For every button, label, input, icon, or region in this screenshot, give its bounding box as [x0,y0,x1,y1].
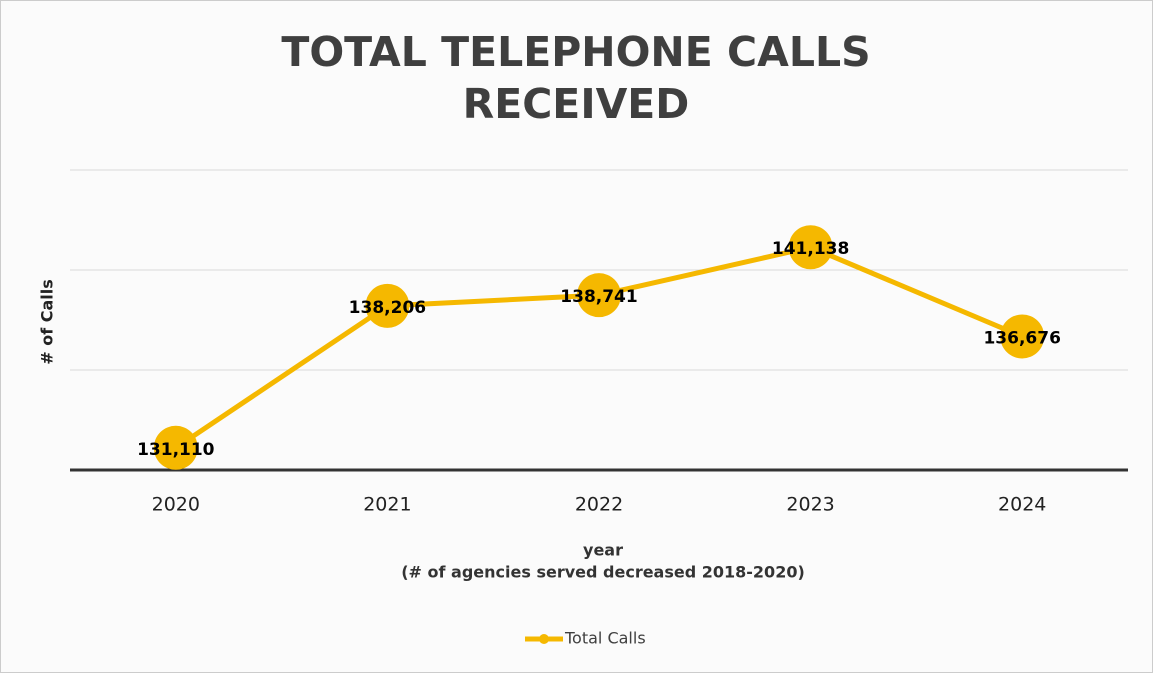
x-tick-label: 2023 [786,494,834,516]
x-tick-label: 2021 [363,494,411,516]
chart-title: TOTAL TELEPHONE CALLS RECEIVED [176,26,976,130]
x-tick-label: 2024 [998,494,1046,516]
legend-label: Total Calls [564,629,646,648]
data-label: 141,138 [772,239,849,259]
data-label: 131,110 [137,440,215,460]
x-tick-label: 2020 [152,494,200,516]
title-box: TOTAL TELEPHONE CALLS RECEIVED [176,26,976,146]
page: TOTAL TELEPHONE CALLS RECEIVED # of Call… [0,0,1153,673]
data-label: 138,741 [560,287,637,307]
y-axis-label: # of Calls [38,279,57,365]
legend-marker [539,634,549,644]
x-axis-note: (# of agencies served decreased 2018-202… [401,563,805,582]
chart: TOTAL TELEPHONE CALLS RECEIVED # of Call… [0,0,1153,673]
x-tick-label: 2022 [575,494,623,516]
x-axis-label: year [583,541,623,560]
data-label: 138,206 [349,298,426,318]
data-label: 136,676 [983,328,1060,348]
